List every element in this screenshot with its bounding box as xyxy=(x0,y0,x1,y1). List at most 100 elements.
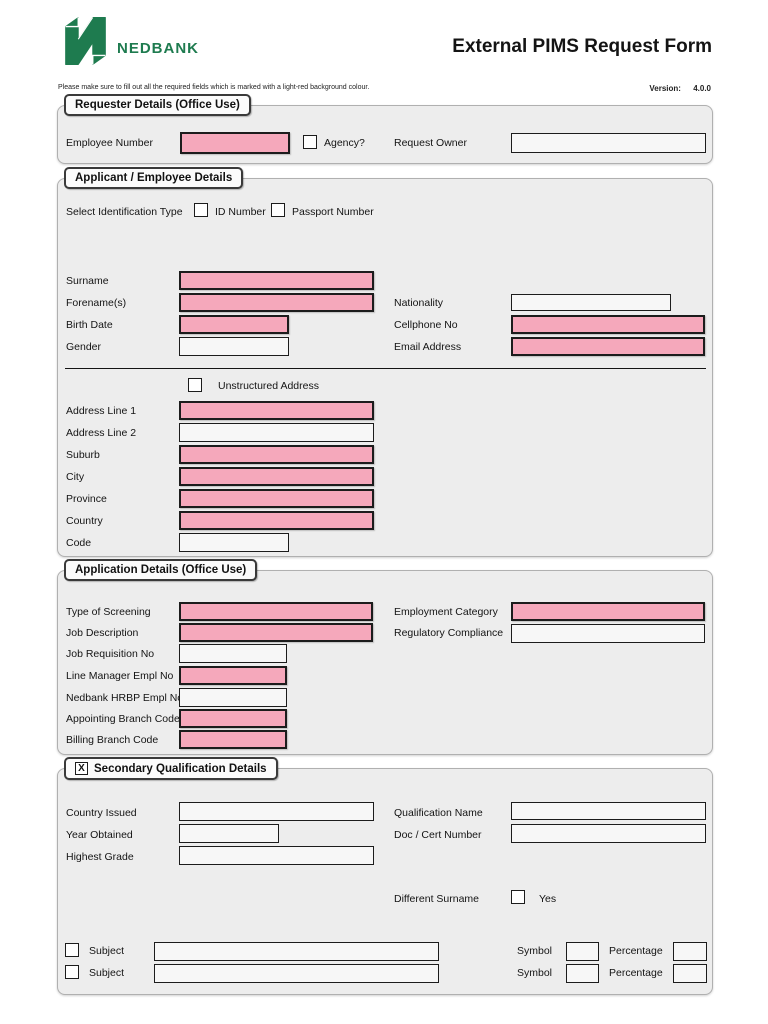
highest-grade-input[interactable] xyxy=(179,846,374,865)
unstructured-address-checkbox[interactable] xyxy=(188,378,202,392)
section-secondary-qualification: X Secondary Qualification Details Countr… xyxy=(57,757,713,995)
section-applicant-legend-text: Applicant / Employee Details xyxy=(75,172,233,184)
line-manager-label: Line Manager Empl No xyxy=(66,670,174,682)
unstructured-address-label: Unstructured Address xyxy=(218,380,319,392)
type-of-screening-input[interactable] xyxy=(179,602,373,621)
passport-number-checkbox[interactable] xyxy=(271,203,285,217)
address-line1-label: Address Line 1 xyxy=(66,405,137,417)
job-description-label: Job Description xyxy=(66,627,139,639)
request-owner-input[interactable] xyxy=(511,133,706,153)
percentage-1-input[interactable] xyxy=(673,942,707,961)
hrbp-empl-label: Nedbank HRBP Empl No xyxy=(66,692,184,704)
nationality-input[interactable] xyxy=(511,294,671,311)
nedbank-logo: NEDBANK xyxy=(62,13,199,69)
section-requester-legend-text: Requester Details (Office Use) xyxy=(75,99,240,111)
appointing-branch-input[interactable] xyxy=(179,709,287,728)
id-number-label: ID Number xyxy=(215,206,266,218)
symbol-2-input[interactable] xyxy=(566,964,599,983)
city-input[interactable] xyxy=(179,467,374,486)
employment-category-input[interactable] xyxy=(511,602,705,621)
year-obtained-input[interactable] xyxy=(179,824,279,843)
gender-label: Gender xyxy=(66,341,102,353)
different-surname-label: Different Surname xyxy=(394,893,480,905)
gender-input[interactable] xyxy=(179,337,289,356)
job-requisition-input[interactable] xyxy=(179,644,287,663)
section-application-legend-text: Application Details (Office Use) xyxy=(75,564,247,576)
doc-cert-number-label: Doc / Cert Number xyxy=(394,829,482,841)
percentage-2-label: Percentage xyxy=(609,967,663,979)
request-owner-label: Request Owner xyxy=(394,137,467,149)
section-qualification-legend: X Secondary Qualification Details xyxy=(64,757,278,780)
address-line2-label: Address Line 2 xyxy=(66,427,137,439)
cellphone-input[interactable] xyxy=(511,315,705,334)
code-input[interactable] xyxy=(179,533,289,552)
qualification-name-input[interactable] xyxy=(511,802,706,820)
billing-branch-input[interactable] xyxy=(179,730,287,749)
different-surname-yes-label: Yes xyxy=(539,893,557,905)
qualification-name-label: Qualification Name xyxy=(394,807,483,819)
birth-date-label: Birth Date xyxy=(66,319,113,331)
subject-2-input[interactable] xyxy=(154,964,439,983)
address-divider xyxy=(65,368,706,369)
agency-checkbox[interactable] xyxy=(303,135,317,149)
country-issued-label: Country Issued xyxy=(66,807,137,819)
section-application-details: Application Details (Office Use) Type of… xyxy=(57,559,713,755)
subject-1-input[interactable] xyxy=(154,942,439,961)
job-requisition-label: Job Requisition No xyxy=(66,648,155,660)
section-requester-details: Requester Details (Office Use) Employee … xyxy=(57,94,713,164)
doc-cert-number-input[interactable] xyxy=(511,824,706,843)
symbol-1-label: Symbol xyxy=(517,945,553,957)
type-of-screening-label: Type of Screening xyxy=(66,606,151,618)
regulatory-compliance-input[interactable] xyxy=(511,624,705,643)
passport-number-label: Passport Number xyxy=(292,206,374,218)
hrbp-empl-input[interactable] xyxy=(179,688,287,707)
required-fields-note: Please make sure to fill out all the req… xyxy=(58,84,370,91)
version-label: Version: xyxy=(649,84,681,93)
surname-label: Surname xyxy=(66,275,109,287)
suburb-input[interactable] xyxy=(179,445,374,464)
email-label: Email Address xyxy=(394,341,462,353)
address-line2-input[interactable] xyxy=(179,423,374,442)
birth-date-input[interactable] xyxy=(179,315,289,334)
percentage-2-input[interactable] xyxy=(673,964,707,983)
secondary-qualification-checkbox[interactable]: X xyxy=(75,762,88,775)
country-issued-input[interactable] xyxy=(179,802,374,821)
select-id-type-label: Select Identification Type xyxy=(66,206,183,218)
employee-number-input[interactable] xyxy=(180,132,290,154)
forenames-input[interactable] xyxy=(179,293,374,312)
cellphone-label: Cellphone No xyxy=(394,319,458,331)
line-manager-input[interactable] xyxy=(179,666,287,685)
section-requester-legend: Requester Details (Office Use) xyxy=(64,94,251,116)
agency-label: Agency? xyxy=(324,137,365,149)
highest-grade-label: Highest Grade xyxy=(66,851,134,863)
section-applicant-details: Applicant / Employee Details Select Iden… xyxy=(57,167,713,557)
nationality-label: Nationality xyxy=(394,297,444,309)
email-input[interactable] xyxy=(511,337,705,356)
percentage-1-label: Percentage xyxy=(609,945,663,957)
symbol-2-label: Symbol xyxy=(517,967,553,979)
version-value: 4.0.0 xyxy=(693,84,711,93)
year-obtained-label: Year Obtained xyxy=(66,829,133,841)
subject-1-checkbox[interactable] xyxy=(65,943,79,957)
code-label: Code xyxy=(66,537,92,549)
subject-2-checkbox[interactable] xyxy=(65,965,79,979)
billing-branch-label: Billing Branch Code xyxy=(66,734,159,746)
appointing-branch-label: Appointing Branch Code xyxy=(66,713,180,725)
country-label: Country xyxy=(66,515,103,527)
country-input[interactable] xyxy=(179,511,374,530)
suburb-label: Suburb xyxy=(66,449,100,461)
forenames-label: Forename(s) xyxy=(66,297,127,309)
symbol-1-input[interactable] xyxy=(566,942,599,961)
address-line1-input[interactable] xyxy=(179,401,374,420)
employee-number-label: Employee Number xyxy=(66,137,153,149)
different-surname-checkbox[interactable] xyxy=(511,890,525,904)
section-qualification-legend-text: Secondary Qualification Details xyxy=(94,762,267,775)
job-description-input[interactable] xyxy=(179,623,373,642)
page-title: External PIMS Request Form xyxy=(452,36,712,57)
id-number-checkbox[interactable] xyxy=(194,203,208,217)
version-info: Version: 4.0.0 xyxy=(649,84,711,93)
province-input[interactable] xyxy=(179,489,374,508)
surname-input[interactable] xyxy=(179,271,374,290)
subject-1-label: Subject xyxy=(89,945,125,957)
